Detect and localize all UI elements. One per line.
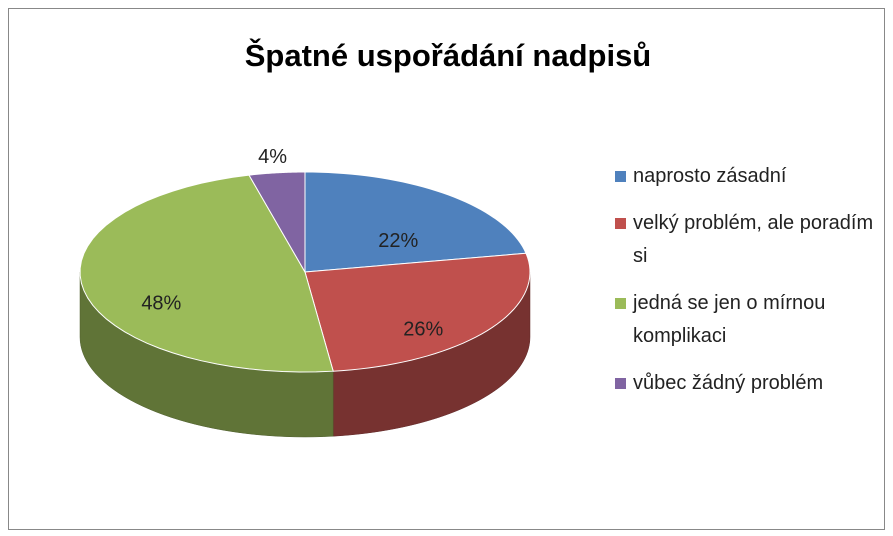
legend-label: velký problém, ale poradím si [633, 212, 874, 267]
legend-label: naprosto zásadní [633, 165, 787, 187]
pie-slice [79, 174, 334, 373]
pie-slice [304, 171, 527, 273]
legend-label: jedná se jen o mírnou komplikaci [633, 292, 826, 347]
legend-label: vůbec žádný problém [633, 372, 824, 394]
data-label: 48% [141, 292, 181, 314]
legend-entry: jedná se jen o mírnou komplikaci [615, 287, 880, 353]
legend-swatch [615, 298, 626, 309]
legend-swatch [615, 171, 626, 182]
legend-entry: naprosto zásadní [615, 160, 880, 193]
legend-swatch [615, 218, 626, 229]
pie-slice [248, 171, 306, 274]
pie-slice [304, 252, 531, 372]
data-label: 4% [258, 146, 287, 168]
data-label: 26% [403, 318, 443, 340]
data-label: 22% [378, 230, 418, 252]
legend-swatch [615, 378, 626, 389]
legend-entry: velký problém, ale poradím si [615, 207, 880, 273]
chart-title: Špatné uspořádání nadpisů [245, 37, 652, 73]
legend: naprosto zásadní velký problém, ale porad… [615, 160, 880, 400]
legend-entry: vůbec žádný problém [615, 367, 880, 400]
